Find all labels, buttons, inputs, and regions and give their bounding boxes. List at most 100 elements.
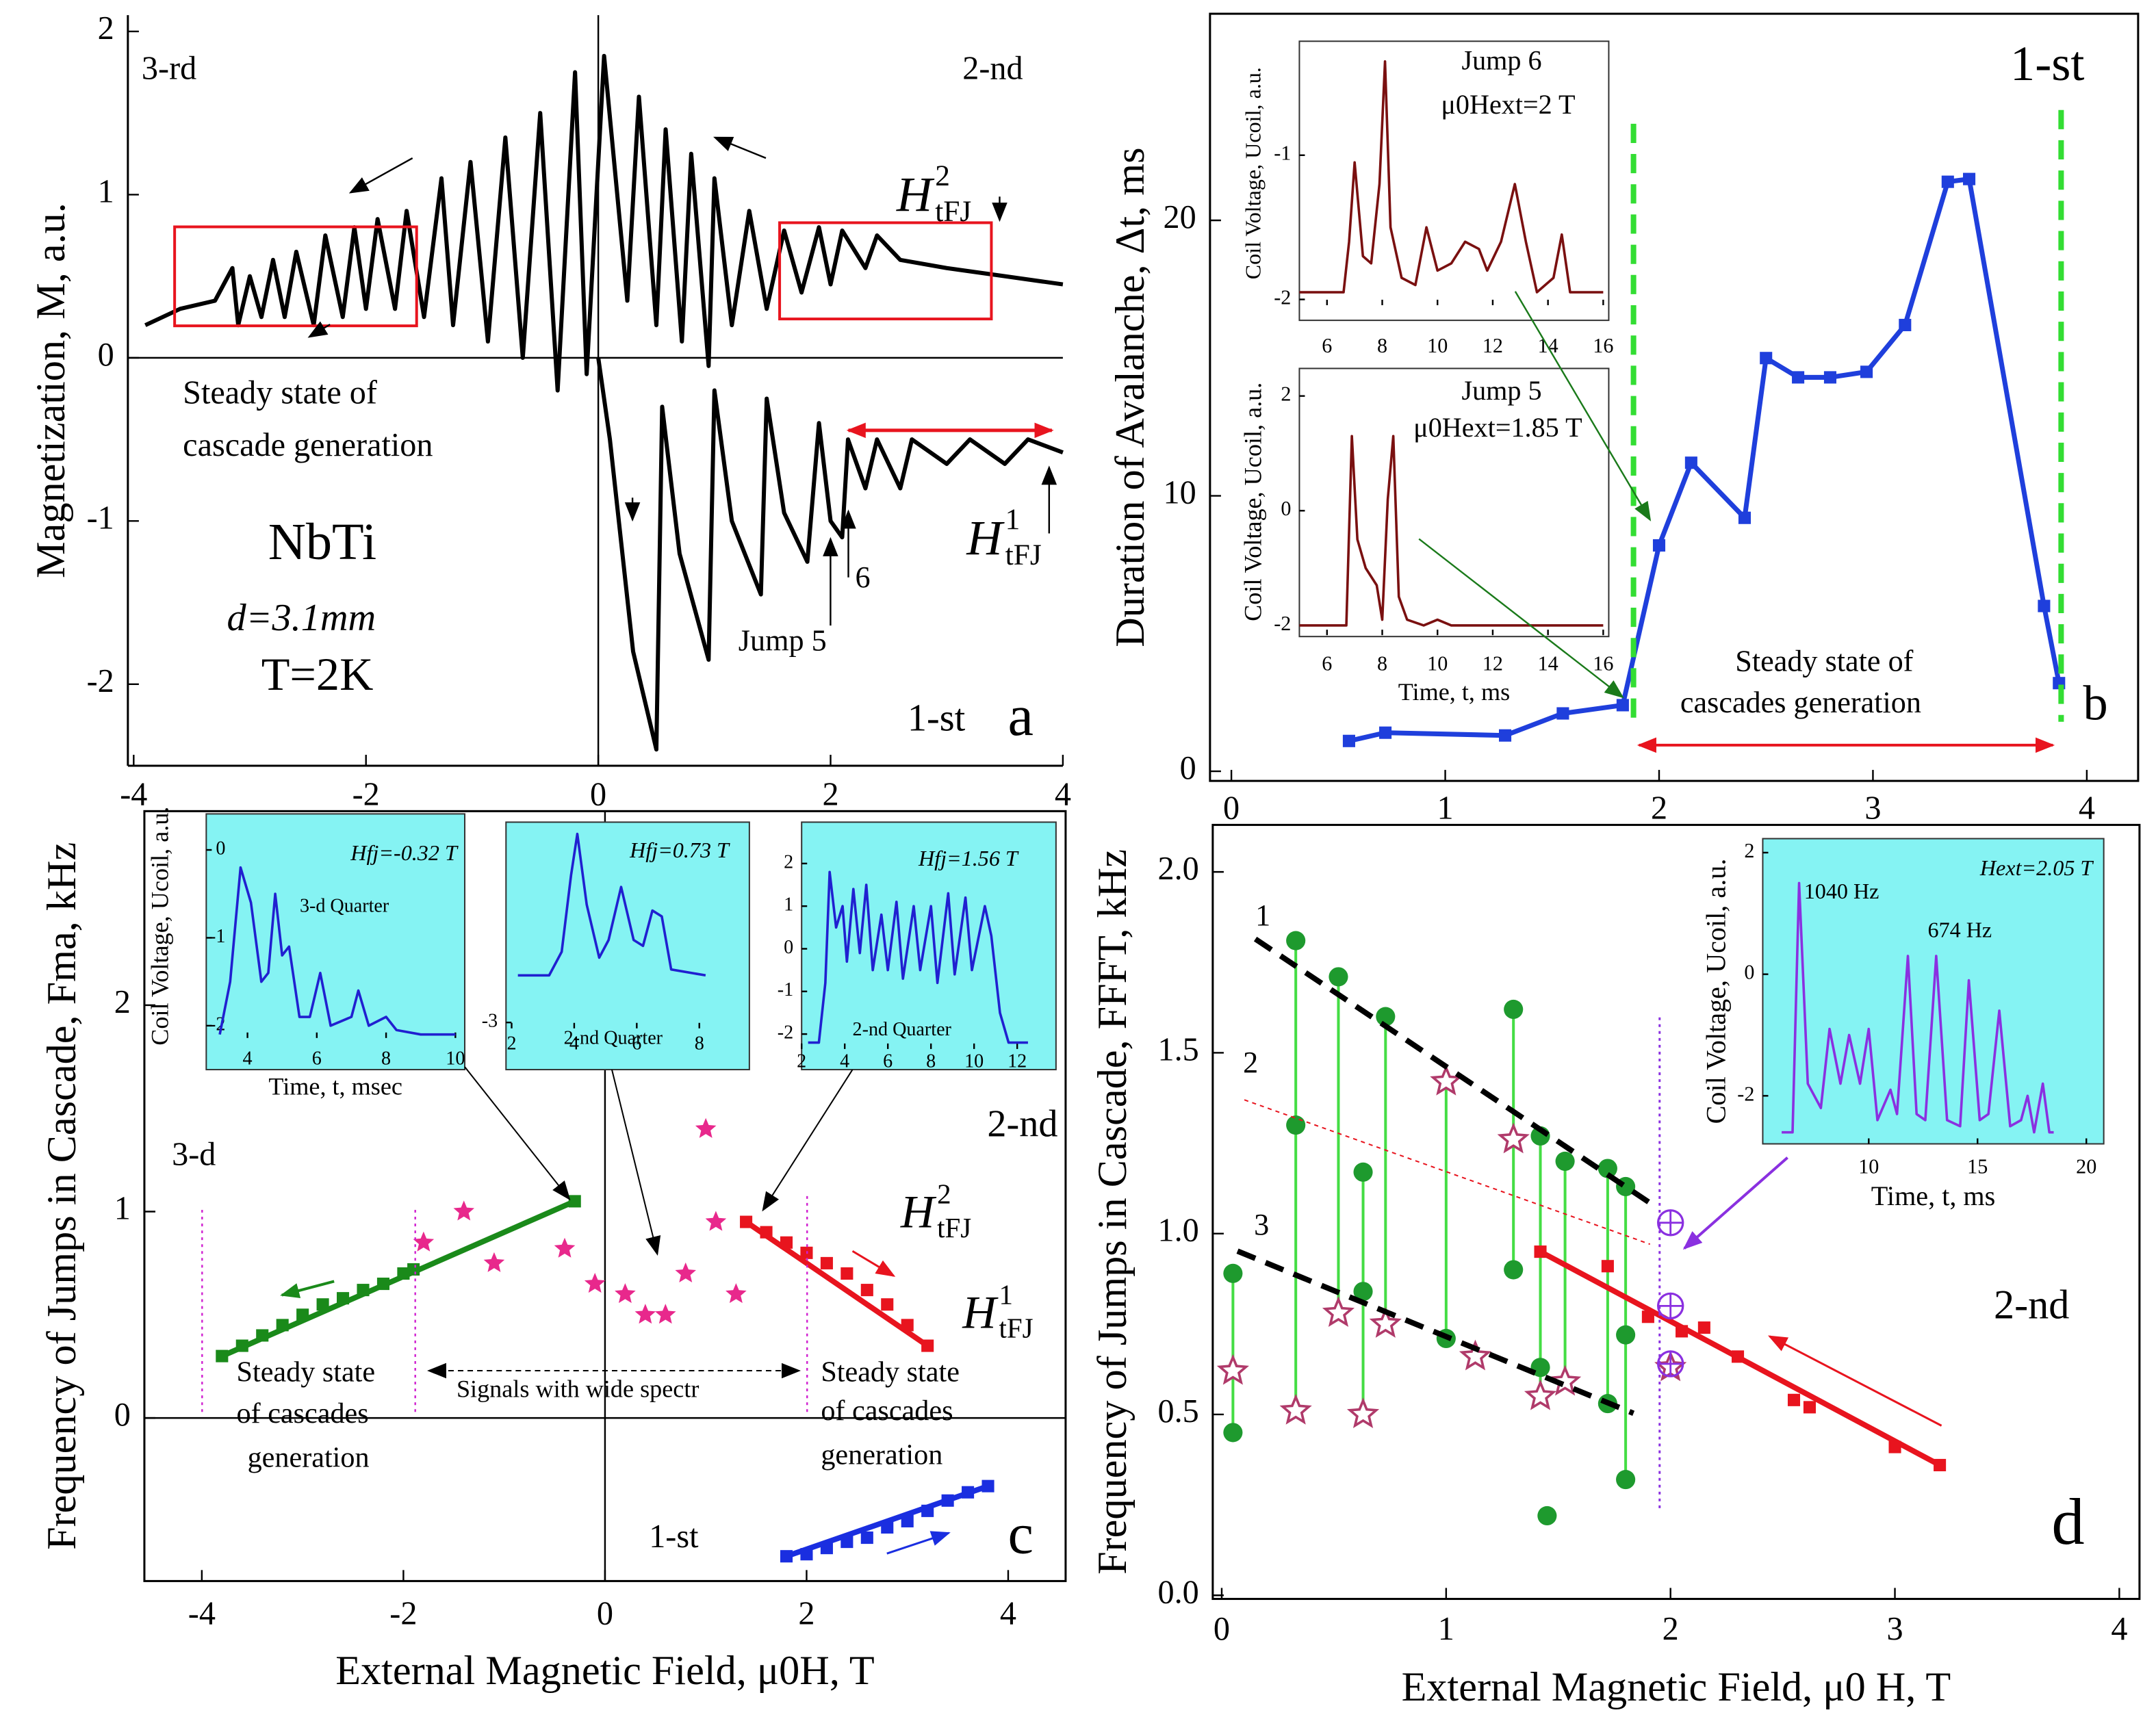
star-marker: [413, 1231, 435, 1252]
open-star-marker: [1279, 1393, 1312, 1425]
y-tick-label: 0.5: [1158, 1393, 1199, 1430]
y-tick-label: 2: [98, 10, 114, 47]
arrow: [1682, 1156, 1788, 1250]
panel: 2 4 6 8 -3 Hfj=0.73 T 2-nd Quarter: [482, 821, 750, 1071]
annotation: Steady state of: [1735, 645, 1913, 678]
x-tick-label: 8: [1377, 651, 1387, 675]
x-axis-label: Time, t, ms: [1398, 678, 1510, 706]
square-marker: [337, 1292, 350, 1305]
y-tick-label: 10: [1164, 475, 1196, 511]
data-line: [596, 357, 1064, 752]
square-marker: [1738, 511, 1751, 524]
square-marker: [1379, 726, 1392, 739]
panel-background: [205, 813, 466, 1071]
x-tick-label: 16: [1593, 651, 1613, 675]
annotation: H: [966, 510, 1005, 565]
square-marker: [860, 1284, 873, 1297]
square-marker: [1641, 1310, 1654, 1323]
panel-background: [801, 821, 1057, 1071]
annotation: d: [2051, 1485, 2084, 1558]
x-tick-label: 20: [2076, 1155, 2096, 1178]
y-tick-label: 1: [114, 1191, 131, 1227]
circle-marker: [1329, 967, 1348, 987]
annotation: 3-rd: [142, 51, 196, 87]
annotation: μ0Hext=2 T: [1441, 89, 1575, 120]
square-marker: [901, 1319, 914, 1332]
arrow: [1418, 538, 1624, 699]
square-marker: [357, 1284, 370, 1297]
circle-marker: [1616, 1470, 1636, 1490]
annotation-sup: 2: [937, 1178, 951, 1210]
annotation: c: [1008, 1502, 1034, 1566]
y-tick-label: -1: [87, 500, 114, 536]
circle-marker: [1286, 931, 1306, 951]
x-axis-label: External Magnetic Field, μ0H, T: [335, 1648, 874, 1694]
square-marker: [981, 1479, 994, 1492]
data-line: [218, 866, 456, 1036]
x-tick-label: 12: [1483, 651, 1503, 675]
square-marker: [216, 1349, 229, 1362]
open-star-marker: [1216, 1354, 1249, 1385]
x-tick-label: 14: [1538, 651, 1558, 675]
annotation: 2-nd: [962, 51, 1023, 87]
square-marker: [407, 1263, 420, 1276]
star-marker: [654, 1304, 676, 1324]
y-tick-label: -1: [778, 979, 793, 1000]
y-axis-label: Frequency of Jumps in Cascade, FFFT, kHz: [1090, 849, 1135, 1575]
y-axis-label: Duration of Avalanche, Δt, ms: [1107, 147, 1153, 647]
circle-marker: [1597, 1159, 1617, 1178]
x-tick-label: -2: [352, 776, 380, 812]
panel: 10 15 20 -2 0 2 Time, t, ms Coil Voltage, Ucoil…: [1700, 838, 2105, 1211]
square-marker: [1697, 1321, 1710, 1334]
y-tick-label: 2: [1281, 383, 1291, 406]
marker-cross: [1658, 1293, 1683, 1319]
x-tick-label: 10: [1427, 651, 1448, 675]
panel: 0 1 2 3 4 0.0 0.5 1.0 1.5 2.0 External Magnetic Fi…: [1090, 823, 2141, 1710]
y-axis-label: Magnetization, M, a.u.: [28, 203, 74, 578]
circle-plus-marker: [1657, 1292, 1684, 1320]
x-tick-label: 8: [1377, 334, 1387, 357]
arrow: [1767, 1335, 1942, 1427]
y-tick-label: -3: [482, 1011, 498, 1032]
annotation-sub: tFJ: [937, 1212, 971, 1243]
annotation: 3-d: [172, 1137, 216, 1173]
square-marker: [276, 1319, 289, 1332]
square-marker: [800, 1548, 813, 1561]
x-tick-label: 1: [1438, 1611, 1454, 1647]
star-marker: [615, 1283, 636, 1304]
square-marker: [316, 1298, 329, 1311]
guide-line: [1236, 1248, 1635, 1417]
x-tick-label: 0: [590, 776, 606, 812]
x-tick-label: 12: [1483, 334, 1503, 357]
annotation: 6: [856, 560, 871, 594]
data-line: [1299, 60, 1604, 294]
x-tick-label: 15: [1967, 1155, 1988, 1178]
x-tick-label: 3: [1886, 1611, 1903, 1647]
y-tick-label: 2: [1744, 839, 1754, 862]
x-tick-label: -4: [188, 1596, 216, 1632]
guide-line: [1253, 936, 1652, 1206]
circle-marker: [1504, 1260, 1524, 1280]
x-tick-label: 6: [1322, 651, 1332, 675]
annotation: 1: [1255, 899, 1270, 932]
annotation: 3: [1254, 1208, 1269, 1241]
square-marker: [760, 1226, 773, 1239]
panel: 6 8 10 12 14 16 -2 0 2 Time, t, ms Coil Voltage, U…: [1239, 367, 1613, 706]
annotation: Steady state: [237, 1356, 376, 1388]
panel-background: [1298, 367, 1610, 638]
square-marker: [1652, 539, 1666, 552]
annotation: H: [900, 1186, 937, 1238]
square-marker: [1556, 707, 1569, 720]
annotation: Signals with wide spectr: [457, 1375, 699, 1402]
open-star-marker: [1346, 1397, 1380, 1429]
data-line: [517, 832, 706, 977]
annotation: Steady state of: [183, 375, 378, 411]
annotation: 1-st: [908, 697, 966, 740]
data-line: [1299, 435, 1604, 627]
y-tick-label: -2: [1274, 612, 1291, 635]
annotation: Jump 6: [1461, 45, 1541, 76]
square-marker: [921, 1504, 934, 1517]
square-marker: [780, 1236, 793, 1249]
